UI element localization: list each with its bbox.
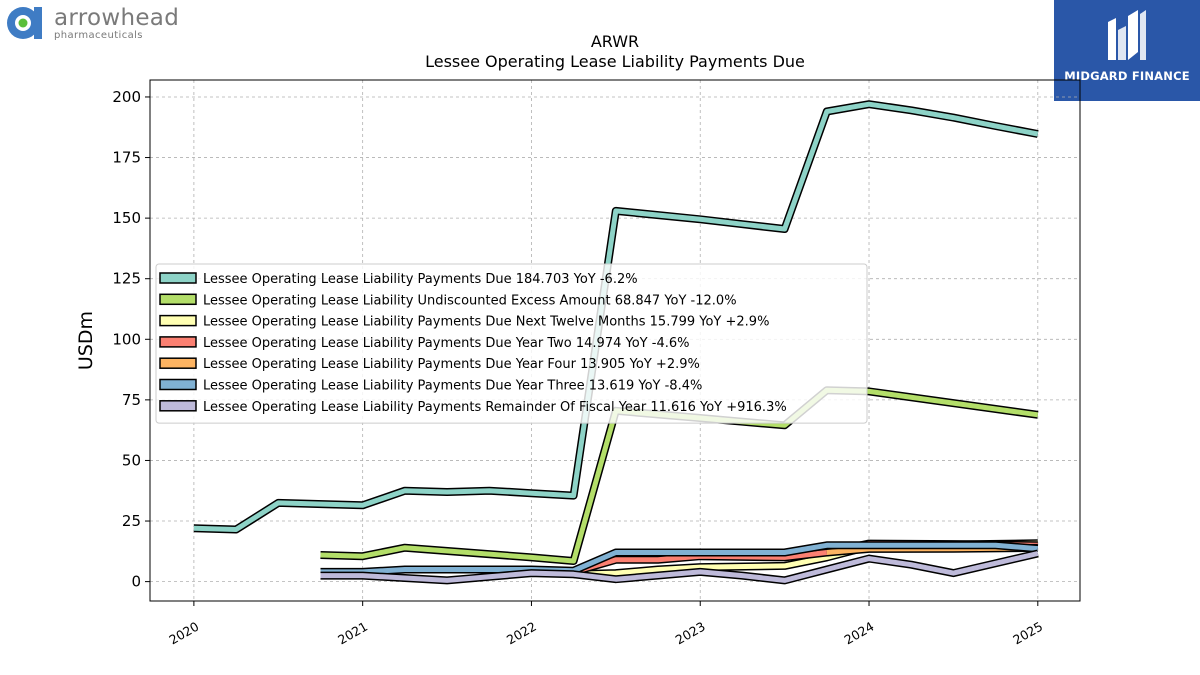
legend-label: Lessee Operating Lease Liability Payment… xyxy=(203,379,702,394)
y-tick-label: 0 xyxy=(131,573,141,591)
midgard-finance-logo: MIDGARD FINANCE xyxy=(1054,0,1200,101)
legend-label: Lessee Operating Lease Liability Undisco… xyxy=(203,293,737,308)
y-tick-label: 175 xyxy=(112,149,141,167)
legend-swatch xyxy=(159,314,197,327)
x-tick-label: 2023 xyxy=(673,619,708,648)
arrowhead-logo-icon xyxy=(7,7,42,39)
y-tick-label: 100 xyxy=(112,330,141,348)
legend-item: Lessee Operating Lease Liability Payment… xyxy=(159,272,638,287)
legend-swatch xyxy=(159,272,197,284)
x-tick-label: 2022 xyxy=(504,619,539,648)
y-tick-label: 50 xyxy=(122,451,141,469)
legend-item: Lessee Operating Lease Liability Payment… xyxy=(159,357,700,372)
legend-item: Lessee Operating Lease Liability Payment… xyxy=(159,400,787,415)
legend-item: Lessee Operating Lease Liability Payment… xyxy=(159,336,689,351)
series-1 xyxy=(193,100,1039,534)
series-line xyxy=(320,542,1038,575)
midgard-logo-icon xyxy=(1108,10,1146,60)
y-tick-label: 25 xyxy=(122,512,141,530)
plot-frame xyxy=(149,79,1081,602)
x-tick-label: 2024 xyxy=(841,619,876,648)
chart-title: ARWR xyxy=(590,32,640,51)
x-tick-label: 2020 xyxy=(166,619,201,648)
legend-label: Lessee Operating Lease Liability Payment… xyxy=(203,315,769,330)
legend-box xyxy=(155,263,868,424)
series-7 xyxy=(320,549,1039,585)
y-axis-label: USDm xyxy=(75,311,97,370)
legend-swatch xyxy=(159,400,197,412)
y-tick-label: 125 xyxy=(112,270,141,288)
legend-item: Lessee Operating Lease Liability Payment… xyxy=(159,314,769,330)
legend-swatch xyxy=(159,336,197,348)
arrowhead-logo-text: arrowhead xyxy=(54,5,180,31)
legend-item: Lessee Operating Lease Liability Undisco… xyxy=(159,293,737,308)
x-tick-label: 2025 xyxy=(1010,619,1045,648)
legend: Lessee Operating Lease Liability Payment… xyxy=(155,263,868,424)
legend-swatch xyxy=(159,357,197,369)
y-tick-label: 150 xyxy=(112,209,141,227)
legend-label: Lessee Operating Lease Liability Payment… xyxy=(203,400,787,415)
legend-label: Lessee Operating Lease Liability Payment… xyxy=(203,357,700,372)
y-tick-label: 200 xyxy=(112,88,141,106)
legend-label: Lessee Operating Lease Liability Payment… xyxy=(203,336,689,351)
legend-item: Lessee Operating Lease Liability Payment… xyxy=(159,378,702,394)
y-tick-label: 75 xyxy=(122,391,141,409)
chart-subtitle: Lessee Operating Lease Liability Payment… xyxy=(425,52,805,71)
x-tick-label: 2021 xyxy=(335,619,370,648)
arrowhead-logo: arrowhead pharmaceuticals xyxy=(4,4,194,44)
legend-swatch xyxy=(159,378,197,391)
series-line xyxy=(193,101,1039,532)
arrowhead-logo-subtext: pharmaceuticals xyxy=(54,30,143,41)
legend-swatch xyxy=(159,293,197,306)
series-6 xyxy=(320,541,1039,576)
legend-label: Lessee Operating Lease Liability Payment… xyxy=(203,272,638,287)
midgard-logo-text: MIDGARD FINANCE xyxy=(1064,69,1190,83)
series-line xyxy=(320,551,1039,583)
